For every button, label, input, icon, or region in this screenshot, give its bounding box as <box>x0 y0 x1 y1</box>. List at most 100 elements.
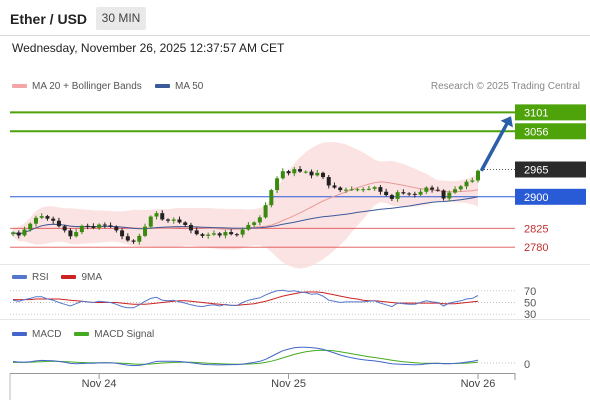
rsi-line <box>12 289 479 309</box>
pair-title: Ether / USD <box>10 11 88 27</box>
level-2965-tag <box>515 161 586 178</box>
level-2825-label: 2825 <box>524 223 548 235</box>
timestamp: Wednesday, November 26, 2025 12:37:57 AM… <box>12 41 285 55</box>
candle-body <box>97 224 102 228</box>
candle-body <box>85 225 90 227</box>
candle-body <box>395 192 400 199</box>
candle-body <box>74 232 79 237</box>
candle-body <box>177 219 182 223</box>
target-arrow-shaft <box>480 122 509 172</box>
candle-body <box>447 192 452 199</box>
rsi-swatch <box>12 275 27 280</box>
candle-body <box>412 193 417 195</box>
level-3056-tag <box>515 123 586 140</box>
ma50-line <box>12 196 479 235</box>
level-2900-tag <box>515 188 586 205</box>
candle-body <box>148 216 153 227</box>
candle-body <box>183 222 188 225</box>
legend-macd-label: MACD <box>32 329 62 340</box>
candle-body <box>125 236 130 241</box>
candle-body <box>470 180 475 182</box>
candle-body <box>56 220 61 227</box>
candle-body <box>68 230 73 237</box>
candle-body <box>321 172 325 178</box>
candle-body <box>338 187 343 191</box>
candle-body <box>280 171 285 179</box>
candle-body <box>430 187 435 190</box>
candle-body <box>309 171 314 176</box>
candle-body <box>246 224 251 230</box>
legend-ma20-bb: MA 20 + Bollinger Bands <box>12 81 142 92</box>
level-2780-label: 2780 <box>524 242 548 254</box>
candle-body <box>275 178 280 191</box>
level-2900-label: 2900 <box>524 192 548 204</box>
candle-body <box>441 190 446 199</box>
credit-text: Research © 2025 Trading Central <box>430 81 580 92</box>
level-3101-label: 3101 <box>524 107 548 119</box>
candle-body <box>361 189 366 191</box>
legend-macd: MACD MACD Signal <box>12 329 154 340</box>
candle-body <box>22 229 27 236</box>
candle-body <box>435 189 440 191</box>
legend-rsi-ma-label: 9MA <box>81 272 103 283</box>
candle-body <box>188 224 193 231</box>
candle-body <box>234 234 239 236</box>
rsi-ma-line <box>13 291 479 306</box>
level-2965-label: 2965 <box>524 165 548 177</box>
macd-signal-swatch <box>74 332 90 337</box>
target-arrow-head <box>500 116 513 128</box>
candle-body <box>28 223 33 230</box>
macd-line <box>12 346 479 367</box>
legend-ma50-label: MA 50 <box>175 81 204 92</box>
level-3101-tag <box>515 104 586 121</box>
ma50-swatch <box>155 84 170 89</box>
candle-body <box>476 170 480 181</box>
candle-body <box>143 226 148 236</box>
rsi-tick-50: 50 <box>524 298 536 310</box>
candle-body <box>33 217 38 224</box>
header-divider <box>0 35 590 36</box>
candle-body <box>424 187 429 192</box>
candle-body <box>326 177 331 186</box>
candle-body <box>211 233 216 235</box>
candle-body <box>349 189 354 191</box>
candle-body <box>206 234 211 236</box>
candle-body <box>229 232 234 235</box>
legend-ma20-label: MA 20 + Bollinger Bands <box>32 81 142 92</box>
candle-body <box>91 226 96 228</box>
candle-body <box>240 229 245 235</box>
candle-body <box>263 205 268 218</box>
candle-body <box>16 232 21 236</box>
timeframe-badge[interactable]: 30 MIN <box>96 7 146 30</box>
candle-body <box>200 234 205 236</box>
candle-body <box>458 186 463 190</box>
candle-body <box>366 188 371 190</box>
candle-body <box>401 192 406 194</box>
ma20-swatch <box>12 84 27 89</box>
candle-body <box>286 171 291 174</box>
candle-body <box>166 219 170 221</box>
candle-body <box>355 189 360 191</box>
candle-body <box>79 225 84 233</box>
legend-rsi-label: RSI <box>32 272 49 283</box>
legend-rsi: RSI 9MA <box>12 272 102 283</box>
bollinger-band <box>13 142 478 269</box>
candle-body <box>384 191 389 196</box>
candle-body <box>303 171 308 173</box>
candle-body <box>292 169 297 174</box>
candle-body <box>137 235 142 242</box>
candle-body <box>154 213 159 217</box>
candle-body <box>160 213 165 220</box>
rsi-tick-70: 70 <box>524 286 536 298</box>
candle-body <box>269 190 274 206</box>
candle-body <box>389 195 394 199</box>
candle-body <box>217 233 222 236</box>
x-tick-label: Nov 26 <box>461 378 496 390</box>
candle-body <box>298 169 303 172</box>
macd-tick-0: 0 <box>524 359 530 371</box>
candle-body <box>51 218 56 221</box>
candle-body <box>372 187 377 189</box>
candle-body <box>378 187 383 192</box>
candle-body <box>332 185 337 188</box>
